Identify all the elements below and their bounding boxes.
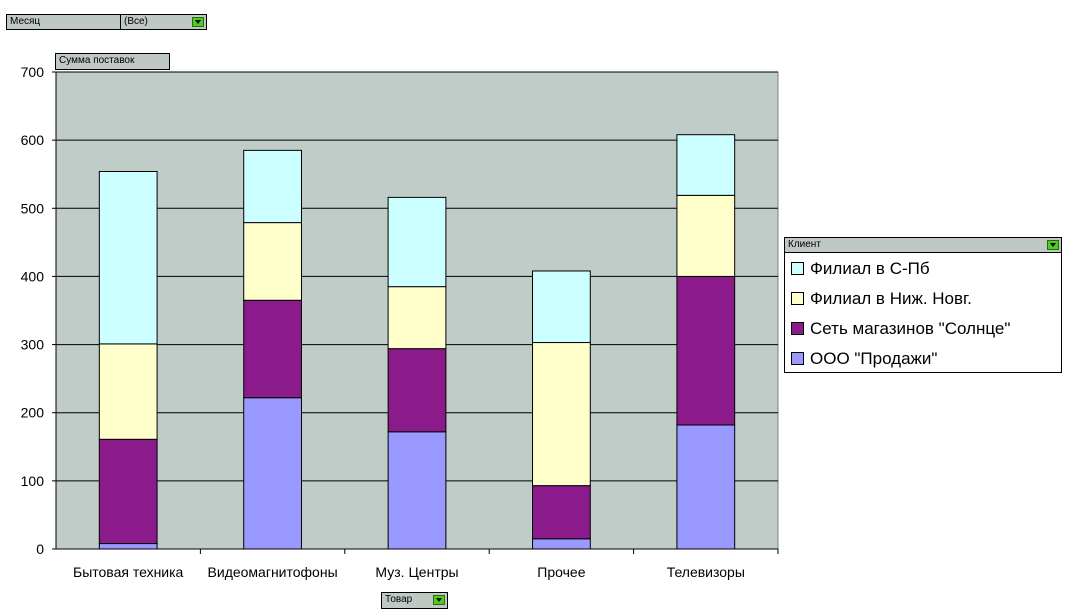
- x-tick-label: Прочее: [537, 564, 585, 580]
- bar-segment: [243, 222, 302, 301]
- legend-label: Филиал в Ниж. Новг.: [810, 289, 972, 308]
- bar-segment: [676, 275, 736, 426]
- legend-item: ООО "Продажи": [791, 349, 937, 369]
- bar-segment: [387, 196, 447, 288]
- y-tick-label: 200: [21, 405, 45, 421]
- x-tick-label: Телевизоры: [667, 564, 745, 580]
- y-tick-label: 500: [21, 200, 45, 216]
- bar-segment: [532, 538, 591, 550]
- dropdown-arrow-icon[interactable]: [1047, 240, 1059, 250]
- x-tick-label: Муз. Центры: [375, 564, 458, 580]
- bar-segment: [98, 438, 158, 545]
- legend-label: ООО "Продажи": [810, 349, 938, 368]
- page-filter-value: (Все): [124, 16, 148, 27]
- bar-segment: [98, 343, 158, 440]
- dropdown-arrow-icon[interactable]: [192, 17, 204, 27]
- y-tick-label: 100: [21, 473, 45, 489]
- bar-segment: [387, 348, 447, 433]
- y-tick-label: 300: [21, 337, 45, 353]
- chart-legend: Филиал в С-Пб Филиал в Ниж. Новг. Сеть маг…: [784, 252, 1062, 373]
- bar-segment: [243, 149, 302, 224]
- bar-segment: [676, 194, 736, 277]
- bar-segment: [532, 270, 591, 344]
- bar-segment: [98, 170, 158, 345]
- legend-swatch: [791, 292, 804, 305]
- page-filter-dropdown[interactable]: (Все): [120, 14, 207, 30]
- bar-segment: [532, 485, 591, 540]
- data-field-button[interactable]: Сумма поставок: [55, 53, 170, 70]
- y-tick-label: 700: [21, 64, 45, 80]
- category-field-label: Товар: [385, 594, 413, 605]
- legend-label: Сеть магазинов "Солнце": [810, 319, 1011, 338]
- legend-item: Филиал в С-Пб: [791, 259, 930, 279]
- bar-segment: [676, 134, 736, 196]
- bar-segment: [387, 431, 447, 550]
- legend-item: Сеть магазинов "Солнце": [791, 319, 1010, 339]
- dropdown-arrow-icon[interactable]: [433, 595, 445, 605]
- series-field-label: Клиент: [788, 239, 821, 250]
- bar-segment: [98, 543, 158, 550]
- legend-swatch: [791, 352, 804, 365]
- bar-segment: [243, 299, 302, 399]
- bar-segment: [387, 286, 447, 350]
- bar-segment: [243, 397, 302, 550]
- y-tick-label: 400: [21, 268, 45, 284]
- bar-segment: [532, 342, 591, 487]
- legend-label: Филиал в С-Пб: [810, 259, 930, 278]
- legend-item: Филиал в Ниж. Новг.: [791, 289, 972, 309]
- legend-swatch: [791, 262, 804, 275]
- bar-segment: [676, 424, 736, 550]
- x-tick-label: Видеомагнитофоны: [208, 564, 338, 580]
- series-field-dropdown[interactable]: Клиент: [784, 237, 1062, 253]
- y-tick-label: 0: [36, 541, 44, 557]
- x-tick-label: Бытовая техника: [73, 564, 184, 580]
- legend-swatch: [791, 322, 804, 335]
- y-tick-label: 600: [21, 132, 45, 148]
- category-field-dropdown[interactable]: Товар: [381, 592, 448, 609]
